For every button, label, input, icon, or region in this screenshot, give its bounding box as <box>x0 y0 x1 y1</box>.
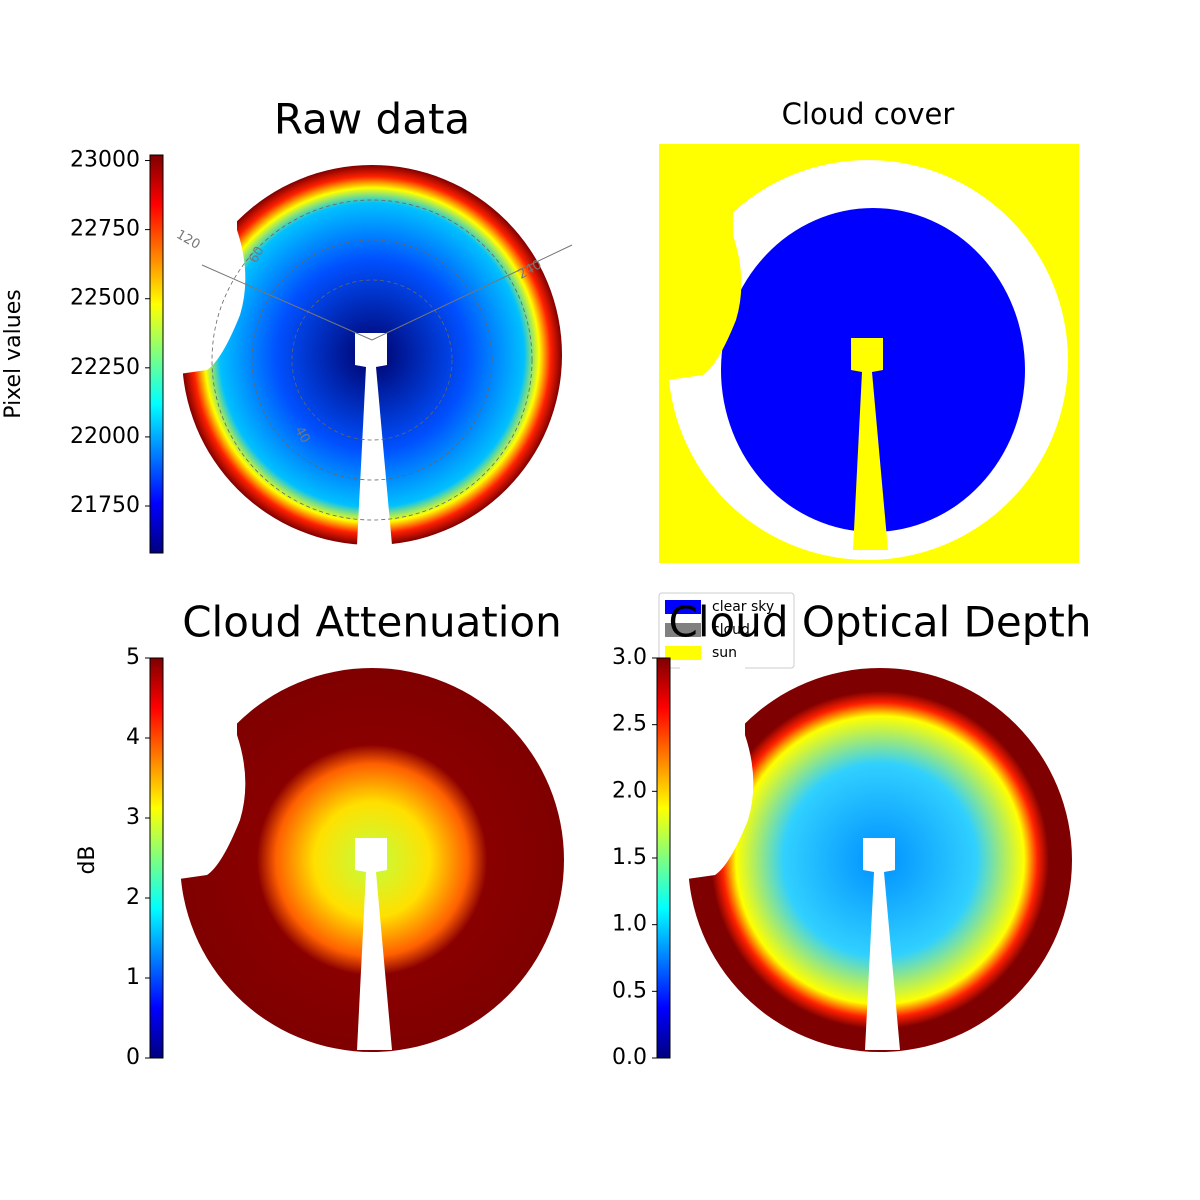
legend-swatch <box>665 646 701 660</box>
colorbar-label: dB <box>75 845 100 874</box>
mast <box>355 838 392 1050</box>
colorbar-label: Pixel values <box>1 289 26 418</box>
polar-grid <box>291 279 453 441</box>
colorbar-tick-label: 1 <box>126 965 140 990</box>
colorbar-tick-label: 4 <box>126 725 140 750</box>
colorbar-tick-label: 22000 <box>70 424 140 449</box>
legend-label: cloud <box>712 622 750 638</box>
colorbar-tick-label: 5 <box>126 645 140 670</box>
colorbar-tick-label: 0.0 <box>612 1045 647 1070</box>
panel-title: Cloud Optical Depth <box>669 598 1092 647</box>
image-mask <box>680 660 754 880</box>
colorbar-tick-label: 2.0 <box>612 778 647 803</box>
colorbar <box>149 657 164 1059</box>
colorbar-tick-label: 23000 <box>70 148 140 173</box>
polar-grid <box>251 239 493 481</box>
image-mask <box>172 155 246 375</box>
colorbar-tick-label: 3 <box>126 805 140 830</box>
colorbar-tick-label: 2.5 <box>612 712 647 737</box>
colorbar <box>656 657 671 1059</box>
image-mask <box>668 160 742 380</box>
mast <box>355 333 392 545</box>
colorbar <box>149 154 164 554</box>
legend-swatch <box>665 623 701 637</box>
polar-axis <box>201 264 373 341</box>
image-mask <box>172 660 246 880</box>
polar-grid <box>211 199 533 521</box>
colorbar-tick-label: 3.0 <box>612 645 647 670</box>
colorbar-tick-label: 22750 <box>70 217 140 242</box>
mast <box>863 838 900 1050</box>
colorbar-tick-label: 0 <box>126 1045 140 1070</box>
panel-title: Cloud cover <box>782 97 955 131</box>
polar-label: 40 <box>291 424 312 446</box>
mast <box>851 338 888 550</box>
legend-label: clear sky <box>712 599 774 615</box>
panel-title: Cloud Attenuation <box>182 598 562 647</box>
colorbar-tick-label: 21750 <box>70 493 140 518</box>
colorbar-tick-label: 2 <box>126 885 140 910</box>
colorbar-tick-label: 1.0 <box>612 912 647 937</box>
colorbar-tick-label: 1.5 <box>612 845 647 870</box>
polar-label: 60 <box>246 244 267 266</box>
colorbar-tick-label: 22500 <box>70 286 140 311</box>
panel-title: Raw data <box>274 95 470 144</box>
colorbar-tick-label: 22250 <box>70 355 140 380</box>
legend-swatch <box>665 600 701 614</box>
polar-axis <box>371 244 573 341</box>
colorbar-tick-label: 0.5 <box>612 978 647 1003</box>
legend-label: sun <box>712 645 737 661</box>
